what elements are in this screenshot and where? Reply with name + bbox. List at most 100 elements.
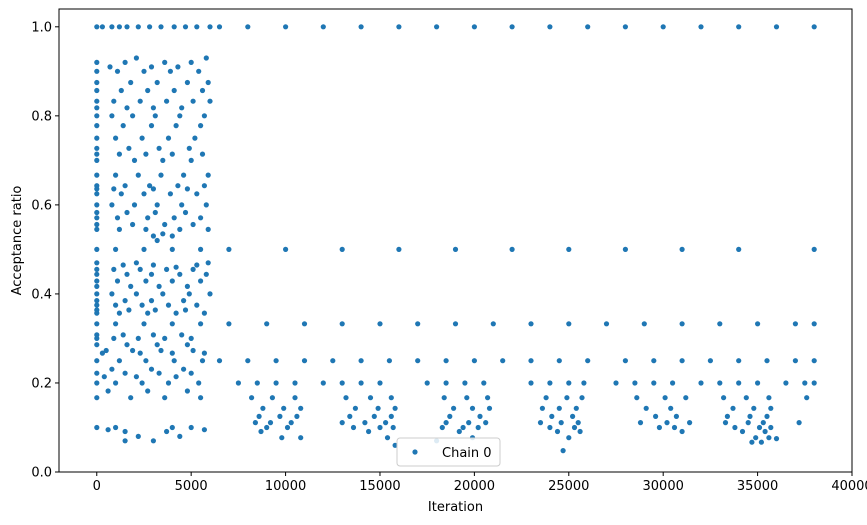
- data-point: [198, 246, 204, 252]
- data-point: [94, 226, 100, 232]
- data-point: [556, 405, 562, 411]
- data-point: [94, 221, 100, 228]
- data-point: [756, 424, 763, 431]
- data-point: [141, 191, 147, 197]
- data-point: [207, 24, 213, 30]
- data-point: [730, 405, 736, 411]
- data-point: [120, 262, 126, 268]
- data-point: [181, 366, 187, 372]
- data-point: [362, 420, 368, 426]
- data-point: [124, 105, 130, 111]
- data-point: [184, 388, 190, 394]
- data-point: [796, 420, 802, 426]
- data-point: [632, 380, 638, 386]
- data-point: [451, 405, 457, 411]
- data-point: [320, 380, 326, 386]
- data-point: [118, 87, 124, 94]
- data-point: [173, 374, 179, 380]
- data-point: [226, 321, 232, 327]
- data-point: [575, 420, 581, 426]
- data-point: [566, 321, 572, 327]
- data-point: [330, 358, 336, 364]
- data-point: [99, 350, 105, 356]
- data-point: [249, 395, 255, 401]
- data-point: [766, 395, 772, 401]
- data-point: [375, 405, 381, 411]
- data-point: [148, 271, 155, 277]
- data-point: [687, 420, 693, 426]
- data-point: [415, 358, 421, 364]
- data-point: [662, 395, 668, 401]
- data-point: [179, 202, 185, 208]
- data-point: [94, 283, 100, 289]
- data-point: [173, 264, 179, 270]
- data-point: [111, 266, 117, 272]
- data-point: [811, 24, 817, 30]
- data-point: [122, 370, 128, 376]
- data-point: [764, 358, 770, 364]
- data-point: [216, 24, 223, 30]
- data-point: [320, 24, 326, 30]
- data-point: [148, 298, 155, 304]
- data-point: [173, 123, 179, 129]
- data-point: [131, 202, 138, 208]
- data-point: [279, 435, 285, 441]
- data-point: [141, 68, 147, 74]
- data-point: [122, 298, 128, 304]
- data-point: [462, 380, 468, 386]
- data-point: [143, 151, 149, 157]
- data-point: [94, 191, 100, 197]
- ticks-layer: 0 5000 10000 15000 20000 25000 30000 35000 4000 0…: [31, 20, 867, 494]
- data-point: [156, 145, 162, 151]
- data-point: [181, 172, 187, 178]
- data-point: [199, 358, 206, 364]
- axes-layer: [58, 8, 853, 473]
- data-point: [143, 278, 149, 284]
- data-point: [613, 380, 619, 386]
- data-point: [116, 358, 122, 364]
- data-point: [668, 405, 674, 411]
- data-point: [198, 278, 204, 284]
- data-point: [94, 172, 100, 178]
- data-point: [122, 438, 128, 444]
- data-point: [773, 436, 780, 442]
- data-point: [292, 395, 298, 401]
- data-point: [122, 428, 128, 435]
- data-point: [190, 347, 196, 354]
- data-point: [556, 358, 562, 364]
- data-point: [122, 183, 128, 189]
- data-point: [267, 420, 274, 426]
- data-point: [392, 405, 398, 411]
- data-point: [99, 24, 105, 30]
- data-point: [120, 332, 126, 338]
- data-point: [528, 321, 534, 327]
- data-point: [773, 24, 780, 30]
- data-point: [216, 358, 223, 364]
- data-point: [235, 380, 241, 386]
- data-point: [751, 405, 757, 411]
- data-point: [177, 226, 183, 232]
- data-point: [390, 424, 396, 431]
- data-point: [148, 64, 155, 70]
- data-point: [94, 59, 100, 65]
- data-point: [739, 428, 746, 435]
- data-point: [105, 388, 111, 394]
- data-point: [443, 420, 449, 426]
- data-point: [164, 98, 170, 104]
- data-point: [130, 347, 136, 354]
- data-point: [188, 335, 194, 341]
- data-point: [152, 113, 158, 119]
- data-point: [537, 420, 544, 426]
- data-point: [188, 157, 194, 163]
- data-point: [198, 321, 204, 327]
- data-point: [116, 151, 122, 157]
- data-point: [201, 427, 207, 433]
- data-point: [94, 135, 100, 141]
- data-point: [471, 24, 477, 30]
- data-point: [135, 433, 141, 439]
- data-point: [94, 113, 100, 119]
- data-point: [154, 237, 160, 244]
- data-point: [94, 271, 100, 277]
- data-point: [585, 24, 591, 30]
- data-point: [722, 420, 729, 426]
